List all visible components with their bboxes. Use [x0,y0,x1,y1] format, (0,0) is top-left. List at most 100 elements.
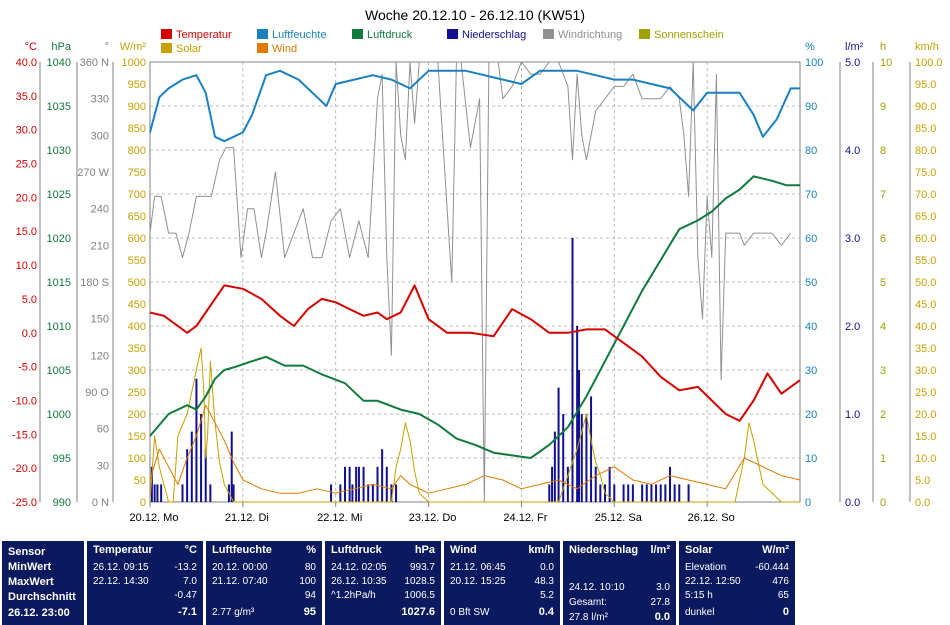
rain-bar [351,484,354,502]
axis-tick-label: 950 [128,79,146,91]
axis-tick-label: 65.0 [915,211,936,223]
axis-tick-label: 9 [880,101,886,113]
series-line-solar [149,347,800,503]
axis-tick-label: 1000 [47,409,71,421]
rain-sum: 27.8 l/m² [569,612,608,623]
legend-swatch [447,29,458,39]
stats-sensor: Sensor MinWert MaxWert Durchschnitt 26.1… [2,541,84,625]
rain-bar [687,484,690,502]
axis-tick-label: 1030 [47,145,71,157]
rain-bar [344,466,346,502]
hum-min-value: 80 [304,562,316,573]
axis-tick-label: 7 [880,189,886,201]
axis-tick-label: 25.0 [16,159,37,171]
chart-title: Woche 20.12.10 - 26.12.10 (KW51) [365,7,585,23]
axis-tick-label: 150 [128,431,146,443]
wind-min-time: 21.12. 06:45 [450,562,506,573]
x-tick-label: 20.12. Mo [130,512,179,524]
axis-tick-label: 450 [128,299,146,311]
axis-tick-label: 3 [880,365,886,377]
axis-tick-label: 10.0 [915,453,936,465]
axis-tick-label: 180 S [80,277,109,289]
x-tick-label: 22.12. Mi [317,512,362,524]
axis-tick-label: 360 N [80,57,109,69]
rain-bar [631,484,634,502]
rain-bar [673,484,676,502]
axis-tick-label: 300 [128,365,146,377]
stats-temperature: Temperatur °C 26.12. 09:15 -13.2 22.12. 14… [87,541,203,625]
axis-tick-label: 900 [128,101,146,113]
axis-tick-label: 550 [128,255,146,267]
rain-bar [590,396,593,502]
rain-bar [230,431,233,502]
solar-max-time: 22.12. 12:50 [685,576,741,587]
rain-bar [339,484,342,502]
rain-bar [367,484,370,502]
axis-tick-label: 995 [53,453,71,465]
rain-unit: l/m² [650,544,670,556]
maxwert-label: MaxWert [8,576,54,588]
rain-bar [357,466,360,502]
rain-header: Niederschlag [569,544,639,556]
series-line-windrichtung [149,61,792,503]
axis-tick-label: 0.0 [915,497,930,509]
axis-tick-label: 350 [128,343,146,355]
axis-tick-label: 70.0 [915,189,936,201]
axis-tick-label: 25.0 [915,387,936,399]
hum-min-time: 20.12. 00:00 [212,562,268,573]
legend-swatch [543,29,554,39]
axis-tick-label: 100.0 [915,57,943,69]
axis-tick-label: 1 [880,453,886,465]
rain-bar [664,484,667,502]
series-line-temperatur [149,284,801,422]
axis-tick-label: 90 O [85,387,109,399]
axis-tick-label: 4 [880,321,886,333]
rain-max-value: 3.0 [656,582,670,593]
axis-tick-label: 1015 [47,277,71,289]
axis-tick-label: 100 [805,57,823,69]
legend-swatch [639,29,650,39]
rain-bar [385,466,388,502]
axis-tick-label: 5.0 [22,294,37,306]
hum-avg-value: 94 [304,590,316,601]
rain-bar [376,466,379,502]
wind-max-value: 48.3 [534,576,554,587]
rain-bar [650,484,653,502]
series-line-wind [149,404,801,494]
axis-unit-label: °C [25,41,37,53]
axis-tick-label: -10.0 [12,395,37,407]
axis-tick-label: 90 [805,101,817,113]
axis-tick-label: 40.0 [915,321,936,333]
hum-abs-value: 2.77 g/m³ [212,607,255,618]
solar-elev-label: Elevation [685,562,727,573]
axis-tick-label: 3.0 [845,233,860,245]
axis-tick-label: 210 [91,240,109,252]
temp-avg-value: -0.47 [174,590,197,601]
rain-max-time: 24.12. 10:10 [569,582,625,593]
rain-bar [330,484,333,502]
wind-max-time: 20.12. 15:25 [450,576,506,587]
rain-bar [576,326,579,502]
axis-tick-label: 40.0 [16,57,37,69]
axis-tick-label: 600 [128,233,146,245]
axis-tick-label: 1035 [47,101,71,113]
axis-tick-label: 30.0 [16,125,37,137]
axis-tick-label: 5.0 [845,57,860,69]
axis-tick-label: 6 [880,233,886,245]
press-trend: ^1.2hPa/h [331,590,376,601]
rain-bar [200,414,203,502]
axis-tick-label: 300 [91,130,109,142]
hum-max-value: 100 [299,576,316,587]
solar-elev-value: -60.444 [755,562,789,573]
legend-entry: Luftdruck [367,29,413,41]
axis-tick-label: 20.0 [16,192,37,204]
x-tick-label: 25.12. Sa [595,512,643,524]
axis-tick-label: -20.0 [12,463,37,475]
rain-bar [181,484,184,502]
press-header: Luftdruck [331,544,382,556]
axis-tick-label: 250 [128,387,146,399]
axis-tick-label: 5 [880,277,886,289]
rain-bar [585,414,588,502]
axis-tick-label: 60.0 [915,233,936,245]
axis-unit-label: hPa [51,41,71,53]
